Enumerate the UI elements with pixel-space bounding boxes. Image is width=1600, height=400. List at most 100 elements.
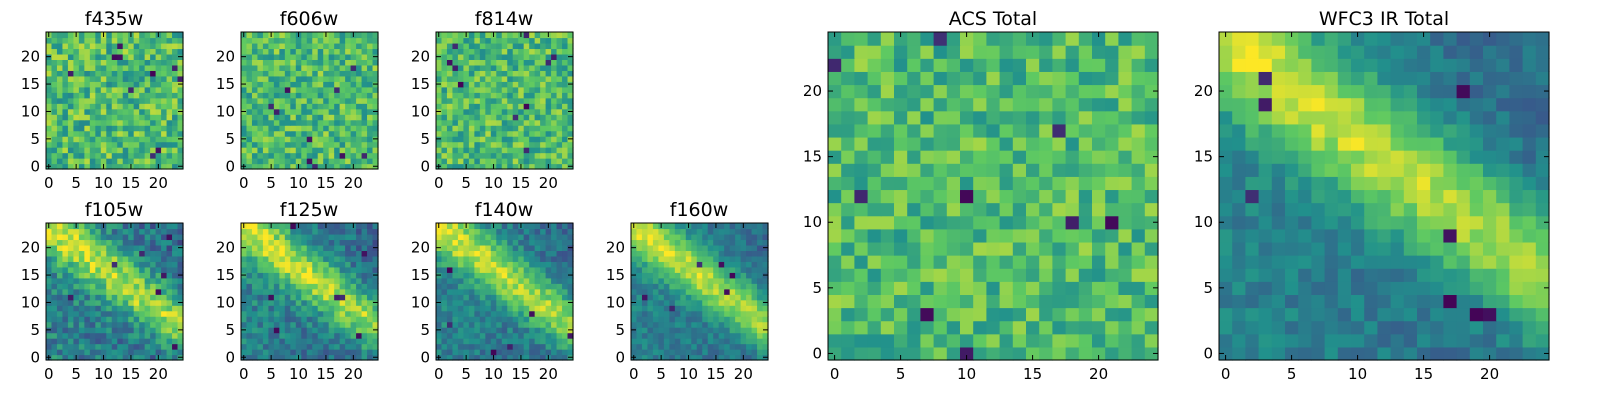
heatmap-cell	[161, 70, 168, 77]
heatmap-cell	[106, 239, 113, 246]
heatmap-cell	[479, 103, 486, 110]
heatmap-cell	[111, 332, 118, 339]
heatmap-cell	[551, 283, 558, 290]
heatmap-cell	[367, 103, 374, 110]
heatmap-cell	[150, 103, 157, 110]
heatmap-cell	[317, 354, 324, 361]
heatmap-cell	[166, 97, 173, 104]
heatmap-cell	[436, 228, 443, 235]
heatmap-cell	[51, 223, 58, 230]
heatmap-cell	[880, 268, 895, 282]
y-tick-label: 15	[411, 266, 430, 284]
heatmap-cell	[328, 283, 335, 290]
heatmap-cell	[468, 343, 475, 350]
heatmap-cell	[89, 37, 96, 44]
heatmap-cell	[523, 332, 530, 339]
heatmap-cell	[518, 261, 525, 268]
heatmap-cell	[372, 119, 379, 126]
heatmap-cell	[356, 136, 363, 143]
heatmap-cell	[89, 147, 96, 154]
heatmap-cell	[290, 136, 297, 143]
heatmap-cell	[551, 141, 558, 148]
heatmap-cell	[306, 86, 313, 93]
heatmap-cell	[172, 158, 179, 165]
heatmap-cell	[257, 223, 264, 230]
heatmap-cell	[51, 53, 58, 60]
heatmap-cell	[545, 233, 552, 241]
heatmap-cell	[534, 305, 541, 312]
heatmap-cell	[529, 266, 536, 273]
heatmap-cell	[177, 349, 184, 356]
heatmap-cell	[111, 53, 118, 60]
heatmap-cell	[680, 250, 687, 257]
x-tick-label: 0	[44, 365, 54, 383]
heatmap-cell	[718, 223, 725, 230]
heatmap-cell	[641, 288, 649, 295]
heatmap-cell	[328, 239, 335, 246]
heatmap-cell	[161, 266, 168, 273]
heatmap-cell	[339, 223, 346, 230]
heatmap-cell	[73, 141, 80, 148]
heatmap-cell	[356, 108, 363, 115]
heatmap-cell	[78, 228, 85, 235]
y-tick-label: 15	[606, 266, 625, 284]
heatmap-cell	[62, 147, 69, 154]
heatmap-cell	[144, 316, 151, 323]
heatmap-cell	[279, 37, 286, 44]
heatmap-cell	[301, 152, 308, 159]
heatmap-cell	[328, 327, 335, 334]
heatmap-cell	[457, 75, 464, 82]
heatmap-cell	[496, 103, 503, 110]
heatmap-cell	[446, 48, 454, 55]
heatmap-cell	[166, 228, 173, 235]
x-tick-label: 15	[316, 174, 335, 192]
heatmap-cell	[100, 255, 107, 262]
heatmap-cell	[551, 48, 558, 55]
heatmap-cell	[133, 223, 140, 230]
y-tick-label: 5	[420, 321, 430, 339]
heatmap-cell	[441, 64, 448, 71]
heatmap-cell	[490, 228, 497, 235]
heatmap-cell	[323, 70, 330, 77]
heatmap-cell	[301, 327, 308, 334]
heatmap-cell	[106, 272, 113, 279]
heatmap-cell	[512, 228, 519, 235]
heatmap-cell	[268, 338, 275, 345]
heatmap-cell	[161, 288, 168, 295]
heatmap-cell	[479, 64, 486, 71]
heatmap-cell	[828, 202, 842, 217]
heatmap-cell	[284, 147, 291, 154]
heatmap-cell	[62, 70, 69, 77]
heatmap-cell	[279, 32, 286, 39]
heatmap-cell	[479, 250, 486, 257]
heatmap-cell	[273, 152, 280, 159]
heatmap-cell	[735, 299, 742, 306]
heatmap-cell	[139, 288, 146, 295]
heatmap-cell	[100, 310, 107, 317]
heatmap-cell	[534, 103, 541, 110]
heatmap-cell	[161, 261, 168, 268]
heatmap-cell	[172, 97, 179, 104]
heatmap-cell	[84, 32, 91, 39]
heatmap-cell	[490, 158, 497, 165]
heatmap-cell	[139, 59, 146, 66]
heatmap-cell	[474, 32, 481, 39]
heatmap-cell	[545, 59, 552, 66]
heatmap-cell	[56, 97, 64, 104]
heatmap-cell	[647, 272, 654, 279]
heatmap-cell	[257, 277, 264, 284]
heatmap-cell	[150, 119, 157, 126]
heatmap-cell	[139, 32, 146, 39]
heatmap-cell	[155, 48, 162, 55]
heatmap-cell	[436, 37, 443, 44]
heatmap-cell	[1052, 202, 1067, 217]
heatmap-cell	[372, 114, 379, 121]
heatmap-cell	[545, 48, 552, 55]
heatmap-cell	[106, 48, 113, 55]
heatmap-cell	[144, 233, 151, 241]
heatmap-cell	[674, 327, 681, 334]
heatmap-cell	[636, 305, 643, 312]
heatmap-cell	[284, 277, 291, 284]
heatmap-cell	[691, 223, 698, 230]
heatmap-cell	[67, 277, 74, 284]
